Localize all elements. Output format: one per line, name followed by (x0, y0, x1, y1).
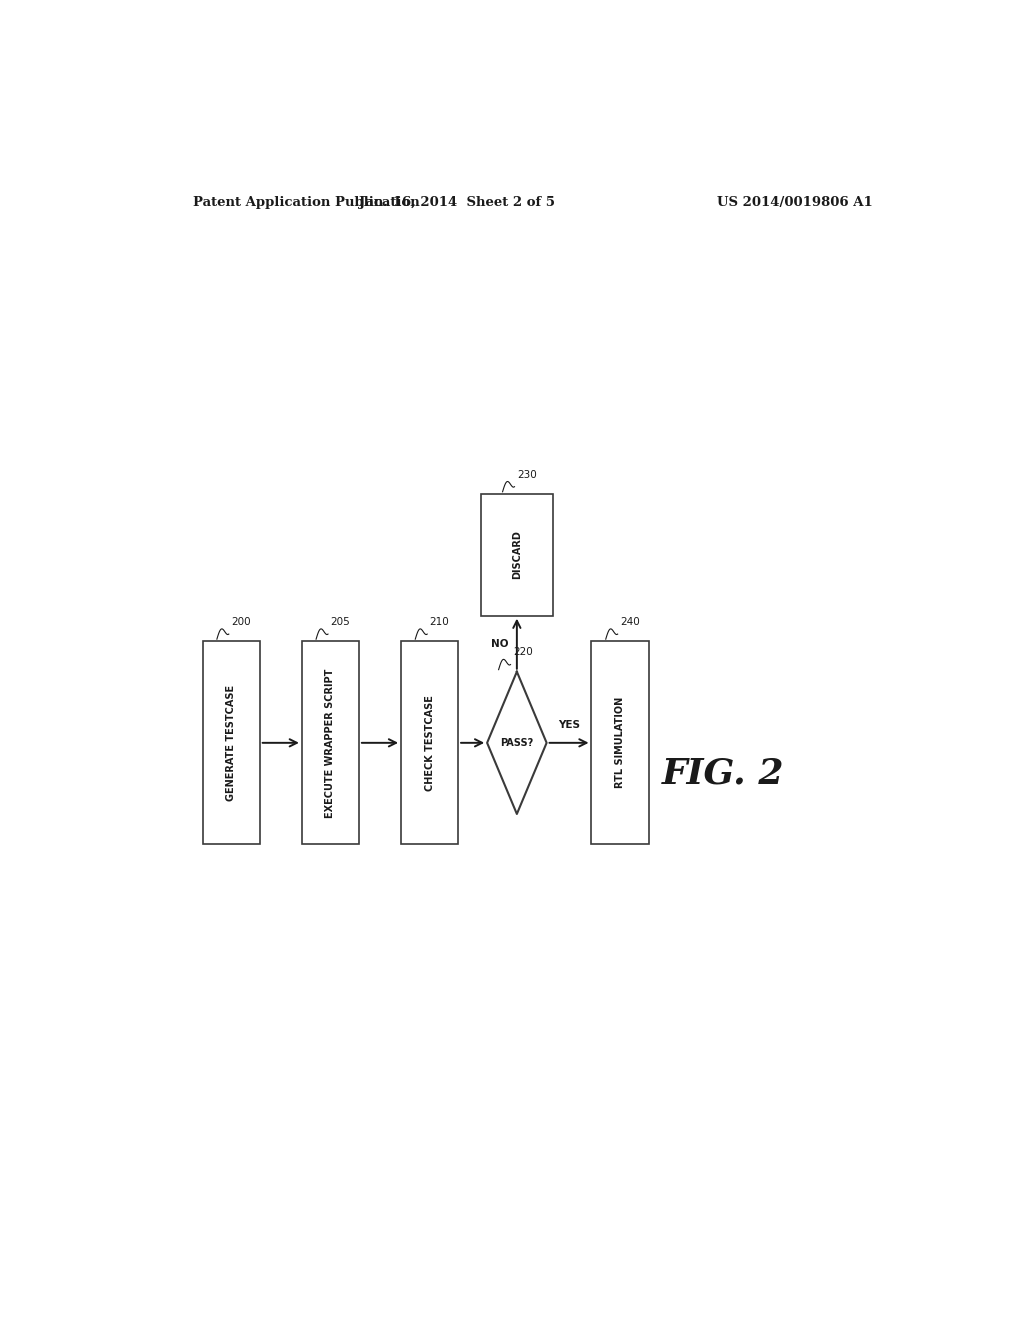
Bar (481, 494, 553, 615)
Text: 200: 200 (231, 616, 251, 627)
Text: EXECUTE WRAPPER SCRIPT: EXECUTE WRAPPER SCRIPT (326, 668, 336, 817)
Polygon shape (487, 672, 547, 814)
Text: Jan. 16, 2014  Sheet 2 of 5: Jan. 16, 2014 Sheet 2 of 5 (359, 195, 555, 209)
Text: GENERATE TESTCASE: GENERATE TESTCASE (226, 685, 237, 801)
Text: RTL SIMULATION: RTL SIMULATION (615, 697, 625, 788)
Text: US 2014/0019806 A1: US 2014/0019806 A1 (717, 195, 872, 209)
Text: YES: YES (558, 719, 580, 730)
Text: FIG. 2: FIG. 2 (662, 756, 784, 791)
Bar (203, 642, 260, 845)
Bar (401, 642, 458, 845)
Text: CHECK TESTCASE: CHECK TESTCASE (425, 694, 434, 791)
Text: 230: 230 (517, 470, 537, 479)
Text: 240: 240 (620, 616, 640, 627)
Text: 205: 205 (331, 616, 350, 627)
Text: NO: NO (490, 639, 508, 648)
Text: PASS?: PASS? (501, 738, 534, 748)
Text: Patent Application Publication: Patent Application Publication (194, 195, 420, 209)
Text: DISCARD: DISCARD (512, 531, 522, 579)
Text: 220: 220 (513, 647, 532, 657)
Text: 210: 210 (430, 616, 450, 627)
Bar (592, 642, 648, 845)
Bar (302, 642, 359, 845)
